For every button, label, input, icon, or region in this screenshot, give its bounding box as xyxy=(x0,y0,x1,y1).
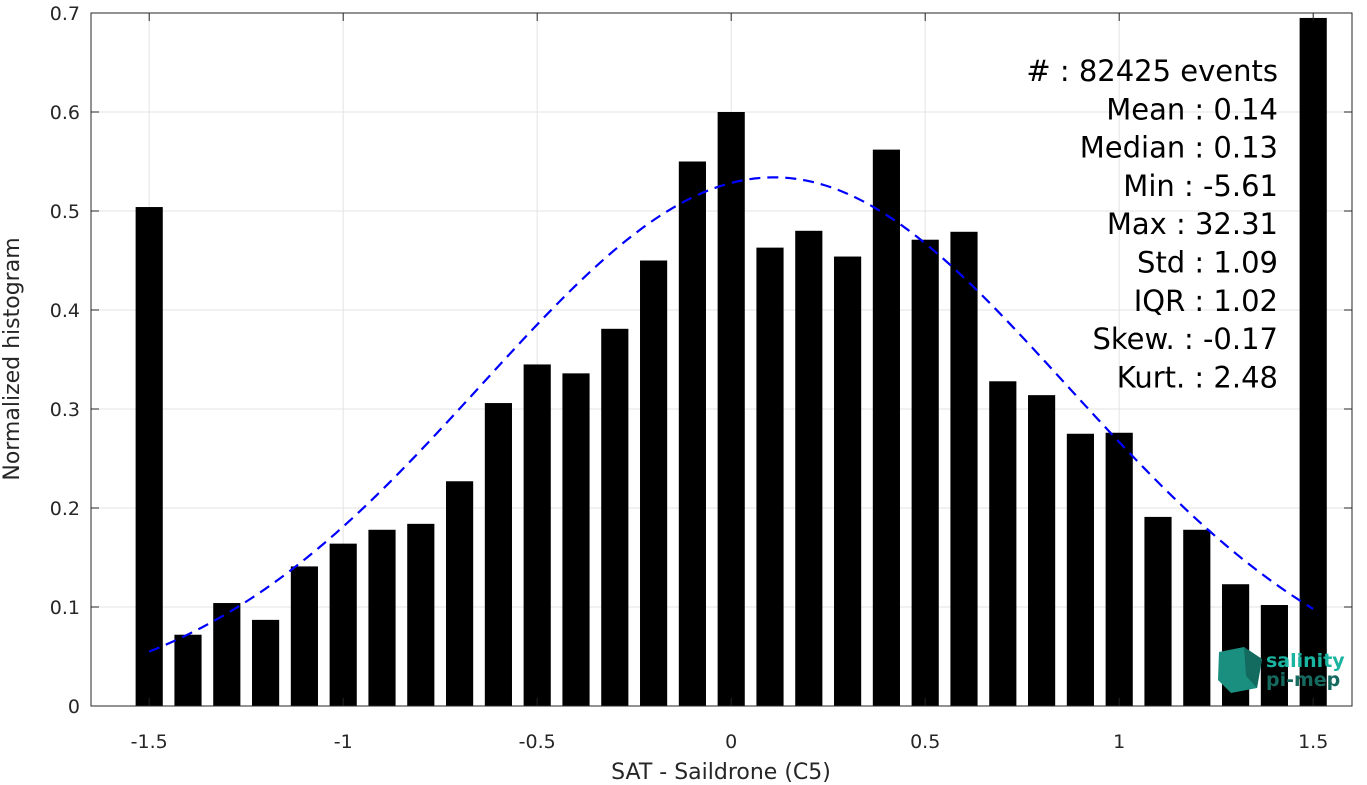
histogram-bar xyxy=(1144,516,1172,706)
y-tick-label: 0 xyxy=(68,696,80,718)
histogram-bar xyxy=(446,481,474,706)
histogram-bar xyxy=(1028,395,1056,706)
x-axis-ticks: -1.5 -1 -0.5 0 0.5 1 1.5 xyxy=(131,13,1328,753)
statistics-box: # : 82425 events Mean : 0.14 Median : 0.13… xyxy=(1026,54,1278,394)
histogram-bar xyxy=(601,328,629,706)
axes-frame xyxy=(90,12,1353,707)
histogram-bar xyxy=(329,543,357,706)
histogram-bar xyxy=(911,239,939,706)
histogram-bar xyxy=(484,403,512,706)
histogram-bar xyxy=(756,247,784,706)
y-tick-label: 0.1 xyxy=(50,597,80,619)
histogram-bar xyxy=(174,634,202,706)
histogram-bar xyxy=(1299,17,1327,706)
histogram-bar xyxy=(795,230,823,707)
y-tick-label: 0.5 xyxy=(50,201,80,223)
stat-line: Std : 1.09 xyxy=(1137,246,1278,280)
stat-line: # : 82425 events xyxy=(1026,54,1278,88)
histogram-bar xyxy=(1066,433,1094,706)
logo-line2: pi-mep xyxy=(1266,669,1340,691)
histogram-bar xyxy=(989,381,1017,706)
y-tick-label: 0.6 xyxy=(50,102,80,124)
histogram-bar xyxy=(834,256,862,706)
y-tick-label: 0.3 xyxy=(50,399,80,421)
x-tick-label: 1 xyxy=(1113,731,1125,753)
y-tick-label: 0.4 xyxy=(50,300,80,322)
y-tick-label: 0.2 xyxy=(50,498,80,520)
histogram-bar xyxy=(1183,529,1211,706)
stat-line: Median : 0.13 xyxy=(1080,131,1278,165)
stat-line: Skew. : -0.17 xyxy=(1092,322,1278,356)
salinity-pimep-logo: salinity pi-mep xyxy=(1218,647,1345,693)
histogram-bar xyxy=(252,619,280,706)
x-tick-label: -1.5 xyxy=(131,731,168,753)
histogram-bar xyxy=(213,603,241,706)
histogram-bars xyxy=(135,17,1327,707)
stat-line: IQR : 1.02 xyxy=(1134,284,1278,318)
histogram-bar xyxy=(1105,432,1133,706)
x-tick-label: -0.5 xyxy=(519,731,556,753)
x-tick-label: 0.5 xyxy=(910,731,940,753)
y-tick-label: 0.7 xyxy=(50,3,80,25)
y-axis-ticks: 0 0.1 0.2 0.3 0.4 0.5 0.6 0.7 xyxy=(50,3,1352,718)
y-axis-label: Normalized histogram xyxy=(0,237,25,480)
histogram-bar xyxy=(678,161,706,706)
x-tick-label: -1 xyxy=(334,731,353,753)
histogram-bar xyxy=(640,260,668,706)
x-tick-label: 0 xyxy=(725,731,737,753)
stat-line: Kurt. : 2.48 xyxy=(1117,360,1278,394)
histogram-bar xyxy=(950,231,978,707)
histogram-bar xyxy=(407,523,435,706)
histogram-bar xyxy=(135,207,163,707)
histogram-bar xyxy=(717,112,745,706)
x-tick-label: 1.5 xyxy=(1298,731,1328,753)
histogram-bar xyxy=(368,529,396,706)
histogram-bar xyxy=(290,566,318,706)
x-axis-label: SAT - Saildrone (C5) xyxy=(611,760,831,785)
histogram-bar xyxy=(562,373,590,706)
histogram-bar xyxy=(523,364,551,706)
histogram-bar xyxy=(1260,605,1288,706)
stat-line: Min : -5.61 xyxy=(1123,169,1278,203)
stat-line: Mean : 0.14 xyxy=(1106,92,1278,126)
histogram-bar xyxy=(872,149,900,706)
stat-line: Max : 32.31 xyxy=(1107,207,1278,241)
logo-line1: salinity xyxy=(1266,650,1345,672)
gaussian-fit-curve xyxy=(148,176,1314,653)
